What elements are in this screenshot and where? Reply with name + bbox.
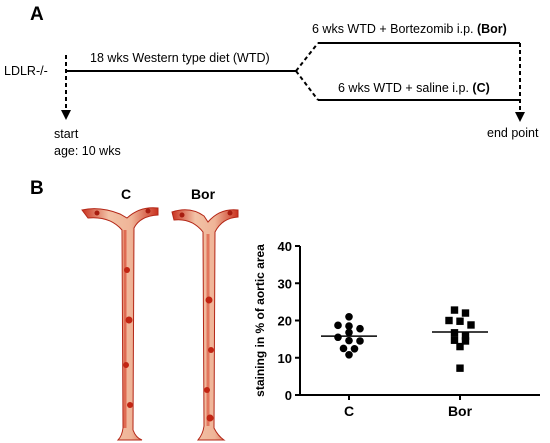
data-point-c xyxy=(345,312,353,321)
start-label: start xyxy=(54,127,79,141)
bor-arm-label: 6 wks WTD + Bortezomib i.p. (Bor) xyxy=(312,22,507,36)
start-age-label: age: 10 wks xyxy=(54,144,121,158)
branch-lower-dashed xyxy=(295,70,319,101)
data-point-c xyxy=(345,350,353,359)
data-point-c xyxy=(350,345,359,353)
data-point-bor xyxy=(450,306,459,314)
x-tick-label: Bor xyxy=(448,403,473,419)
y-tick-label: 20 xyxy=(278,314,292,329)
scatter-chart: 0 10 20 30 40 C Bor staining in % of aortic ar… xyxy=(253,239,540,419)
aorta-label-c: C xyxy=(120,186,132,202)
data-point-c xyxy=(345,336,353,345)
branch-upper-dashed xyxy=(295,42,319,72)
data-point-c xyxy=(356,324,364,333)
aorta-image-bor xyxy=(171,209,239,441)
x-tick-label: C xyxy=(344,403,354,419)
aorta-photos xyxy=(81,207,239,441)
end-arrowhead xyxy=(515,112,525,122)
y-tick-label: 30 xyxy=(278,276,292,291)
y-tick-label: 10 xyxy=(278,351,292,366)
data-point-c xyxy=(334,321,342,330)
data-point-bor xyxy=(445,316,453,325)
data-point-bor xyxy=(461,309,470,317)
diet-label: 18 wks Western type diet (WTD) xyxy=(90,51,270,65)
y-tick-label: 0 xyxy=(285,388,292,403)
control-arm-label: 6 wks WTD + saline i.p. (C) xyxy=(338,81,490,95)
model-label: LDLR-/- xyxy=(4,64,48,78)
aorta-image-c xyxy=(81,207,159,441)
y-tick-label: 40 xyxy=(278,239,292,254)
end-point-label: end point xyxy=(487,126,539,140)
data-point-bor xyxy=(461,332,470,340)
control-arm-abbr: (C) xyxy=(472,81,490,95)
data-point-c xyxy=(334,333,342,342)
y-axis-label: staining in % of aortic area xyxy=(253,244,267,397)
start-arrowhead xyxy=(61,110,71,120)
data-point-c xyxy=(339,344,348,353)
bor-arm-abbr: (Bor) xyxy=(476,22,507,36)
data-point-bor xyxy=(456,317,464,325)
data-point-bor xyxy=(467,321,475,329)
panel-a-label: A xyxy=(30,4,44,25)
bor-arm-text: 6 wks WTD + Bortezomib i.p. xyxy=(312,22,477,36)
data-point-bor xyxy=(456,364,464,372)
data-point-bor xyxy=(450,336,459,344)
data-point-bor xyxy=(461,337,470,345)
control-arm-text: 6 wks WTD + saline i.p. xyxy=(338,81,473,95)
panel-b-label: B xyxy=(30,178,44,199)
timeline-diagram xyxy=(61,42,525,122)
data-point-c xyxy=(345,328,353,337)
data-point-bor xyxy=(456,342,464,351)
aorta-label-bor: Bor xyxy=(190,186,216,202)
data-point-c xyxy=(345,322,353,330)
data-point-c xyxy=(356,337,364,345)
